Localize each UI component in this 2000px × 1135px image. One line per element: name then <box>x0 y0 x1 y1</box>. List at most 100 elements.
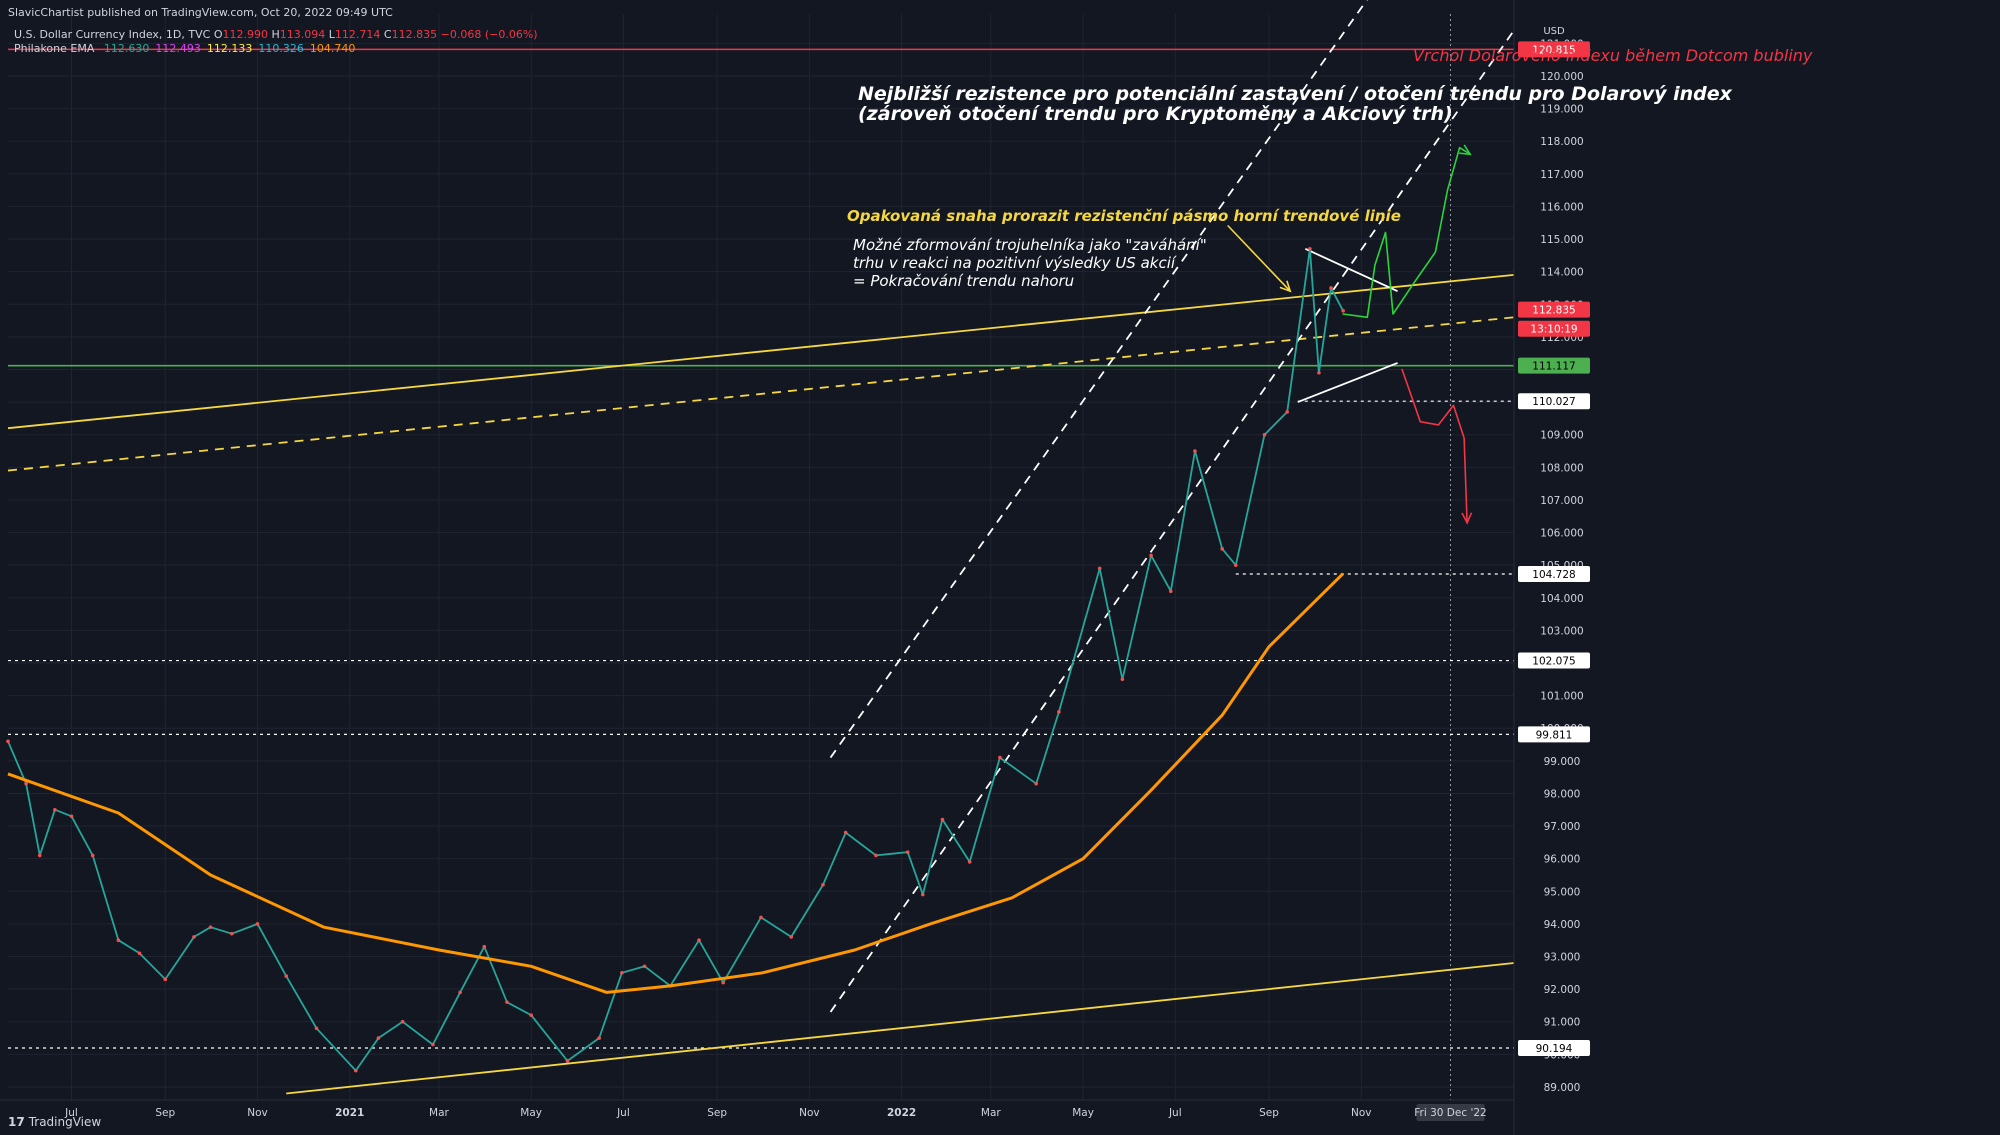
price-tick-label: 106.000 <box>1540 528 1583 540</box>
price-point <box>940 817 945 822</box>
price-point <box>505 1000 509 1004</box>
price-point <box>565 1059 570 1063</box>
price-tick-label: 99.000 <box>1544 756 1581 768</box>
price-tick-label: 115.000 <box>1540 234 1583 246</box>
price-point <box>843 830 848 835</box>
price-point <box>458 990 462 995</box>
time-tick-label: Mar <box>981 1107 1001 1119</box>
price-point <box>1097 566 1102 571</box>
price-point <box>1262 432 1267 437</box>
indicator-legend[interactable]: Philakone EMA 112.630 112.493 112.133 110.3… <box>14 42 355 55</box>
price-point <box>1168 589 1173 594</box>
cursor-date-bg <box>1416 1104 1485 1121</box>
time-tick-label: Mar <box>429 1107 449 1119</box>
ohlc-h-label: H <box>271 28 280 41</box>
series-price <box>7 247 1344 1072</box>
price-tick-label: 116.000 <box>1540 201 1583 213</box>
tradingview-footer[interactable]: 17 TradingView <box>8 1115 101 1129</box>
price-point <box>90 853 95 858</box>
price-axis[interactable]: USD89.00090.00091.00092.00093.00094.0009… <box>1513 0 1590 1135</box>
price-tick-label: 118.000 <box>1540 136 1583 148</box>
price-point <box>1308 247 1312 251</box>
price-tick-label: 108.000 <box>1540 462 1583 474</box>
price-point <box>163 977 168 982</box>
price-point <box>137 951 142 956</box>
arrow-head-0 <box>1279 280 1292 293</box>
cursor-date-label: Fri 30 Dec '22 <box>1414 1107 1486 1119</box>
price-point <box>37 853 42 858</box>
price-tick-label: 119.000 <box>1540 104 1583 116</box>
price-point <box>697 938 701 942</box>
price-tick-label: 107.000 <box>1540 495 1583 507</box>
indicator-value-4: 104.740 <box>309 42 356 55</box>
price-point <box>620 971 624 975</box>
price-point <box>255 922 260 926</box>
time-tick-label: Jul <box>616 1107 630 1119</box>
price-point <box>69 814 74 819</box>
price-point <box>1329 286 1333 290</box>
tradingview-brand: TradingView <box>28 1115 102 1129</box>
price-point <box>400 1019 405 1024</box>
price-point <box>905 850 910 854</box>
time-tick-label: May <box>520 1107 542 1119</box>
yellow-note: Opakovaná snaha prorazit rezistenční pás… <box>847 207 1401 225</box>
drawing-0 <box>1227 225 1291 292</box>
arrow-head-2 <box>1461 512 1473 525</box>
reference-lines <box>7 0 1515 1095</box>
time-tick-label: 2022 <box>887 1107 916 1119</box>
price-point <box>1317 370 1321 375</box>
price-point <box>482 944 487 949</box>
price-point <box>1120 677 1125 682</box>
price-tick-label: 97.000 <box>1544 821 1581 833</box>
price-point <box>821 882 825 887</box>
indicator-value-3: 110.326 <box>258 42 304 55</box>
price-label-bg <box>1518 301 1590 318</box>
price-point <box>1285 410 1289 414</box>
main-title-line2: (zároveň otočení trendu pro Kryptoměny a… <box>858 103 1453 125</box>
price-label-bg <box>1518 726 1590 743</box>
time-axis[interactable]: Jul Sep Nov 2021 Mar May Jul Sep Nov 2022 Mar May Ju… <box>0 1099 1514 1121</box>
drawing-1 <box>1342 146 1471 319</box>
price-tick-label: 109.000 <box>1540 430 1583 442</box>
price-point <box>1220 547 1224 551</box>
price-label-bg <box>1518 393 1590 410</box>
price-tick-label: 101.000 <box>1540 691 1583 703</box>
price-point <box>314 1026 319 1031</box>
price-label: 102.075 <box>1532 656 1575 668</box>
price-point <box>116 938 121 942</box>
white-note-line2: trhu v reakci na pozitivní výsledky US a… <box>853 254 1176 272</box>
drawing-2 <box>1401 368 1468 524</box>
indicator-value-1: 112.493 <box>155 42 201 55</box>
white-note-line1: Možné zformování trojuhelníka jako "zavá… <box>853 236 1207 254</box>
price-point <box>208 925 213 929</box>
price-tick-label: 104.000 <box>1540 593 1583 605</box>
price-point <box>1233 563 1238 567</box>
price-point <box>967 860 972 864</box>
price-point <box>998 755 1002 760</box>
price-tick-label: 120.000 <box>1540 71 1583 83</box>
tradingview-logo-icon: 17 <box>8 1115 25 1129</box>
price-point <box>1149 553 1153 558</box>
price-tick-label: 95.000 <box>1544 886 1581 898</box>
price-tick-label: 117.000 <box>1540 169 1583 181</box>
white-note-line3: = Pokračování trendu nahoru <box>853 272 1075 290</box>
price-tick-label: 114.000 <box>1540 267 1583 279</box>
time-tick-label: Sep <box>1259 1107 1279 1119</box>
price-point <box>642 964 647 969</box>
price-point <box>229 931 234 936</box>
price-tick-label: 103.000 <box>1540 625 1583 637</box>
arrow-head-1 <box>1459 144 1472 156</box>
ohlc-l: 112.714 <box>334 28 381 41</box>
price-point <box>789 935 794 939</box>
price-tick-label: 92.000 <box>1544 984 1581 996</box>
price-label: 90.194 <box>1536 1043 1573 1055</box>
price-tick-label: 89.000 <box>1544 1082 1581 1094</box>
series-ema200 <box>7 572 1345 994</box>
price-point <box>1341 308 1345 313</box>
price-tick-label: 98.000 <box>1544 788 1581 800</box>
price-point <box>24 781 28 786</box>
symbol-legend[interactable]: U.S. Dollar Currency Index, 1D, TVC O112… <box>14 28 538 41</box>
dotcom-note: Vrchol Dolarového indexu během Dotcom bu… <box>1413 46 1813 65</box>
indicator-values: 112.630 112.493 112.133 110.326 104.740 <box>98 42 356 55</box>
